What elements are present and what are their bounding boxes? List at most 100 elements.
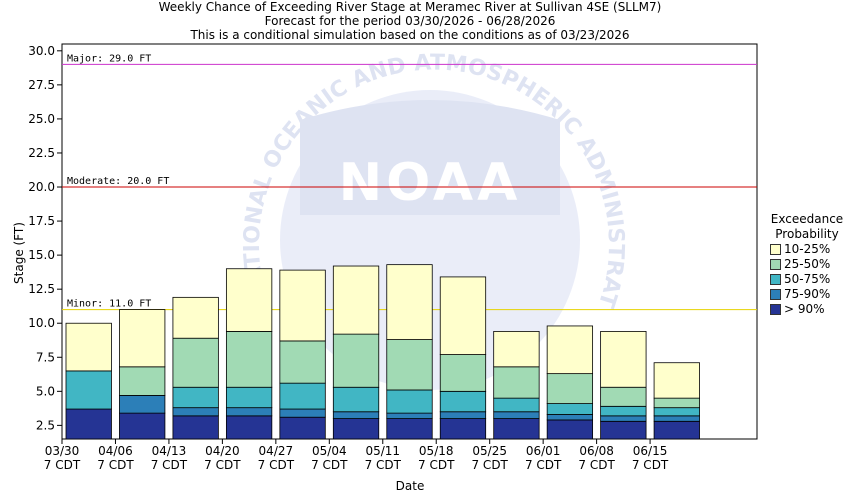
bar-week-04-27 (279, 269, 326, 440)
x-tick-label-time: 7 CDT (204, 458, 241, 472)
x-tick-label-date: 04/27 (259, 444, 294, 458)
legend-item: 25-50% (770, 257, 848, 272)
bar-segment (279, 269, 326, 342)
bar-segment (172, 386, 219, 409)
bar-week-06-01 (546, 325, 594, 440)
y-tick-label: 25.0 (28, 112, 55, 126)
x-axis-label: Date (395, 479, 425, 493)
y-tick-label: 27.5 (28, 78, 55, 92)
legend-label: 50-75% (784, 272, 831, 286)
bar-segment (225, 386, 273, 409)
bar-segment (65, 322, 112, 372)
bar-segment (332, 265, 380, 335)
bar-segment (439, 418, 487, 440)
bar-segment (386, 412, 433, 419)
legend-item: 50-75% (770, 272, 848, 287)
bar-segment (493, 330, 540, 368)
bar-segment (332, 386, 380, 413)
x-tick-label-date: 06/08 (579, 444, 614, 458)
bar-segment (493, 411, 540, 419)
bar-segment (600, 386, 647, 407)
bar-segment (653, 362, 700, 399)
bar-segment (225, 330, 273, 388)
bar-segment (386, 339, 433, 391)
bar-segment (600, 330, 647, 388)
y-tick-label: 22.5 (28, 146, 55, 160)
y-tick-label: 5.0 (36, 384, 55, 398)
threshold-label: Moderate: 20.0 FT (67, 176, 169, 187)
bar-segment (65, 408, 112, 440)
y-axis-label: Stage (FT) (12, 222, 26, 284)
bar-segment (439, 276, 487, 355)
x-tick-label-time: 7 CDT (151, 458, 188, 472)
bar-segment (653, 407, 700, 417)
bar-segment (279, 340, 326, 384)
x-tick-label-time: 7 CDT (471, 458, 508, 472)
bar-segment (119, 412, 166, 440)
bar-segment (493, 397, 540, 413)
x-tick-label-time: 7 CDT (97, 458, 134, 472)
x-tick-label-time: 7 CDT (44, 458, 81, 472)
x-tick-label-date: 05/25 (472, 444, 507, 458)
bar-segment (546, 325, 594, 375)
legend-item: > 90% (770, 302, 848, 317)
x-tick-label-date: 04/06 (98, 444, 133, 458)
bar-segment (119, 366, 166, 396)
chart-title: Weekly Chance of Exceeding River Stage a… (158, 0, 662, 14)
bar-week-04-06 (119, 309, 166, 440)
x-tick-label-date: 06/15 (633, 444, 668, 458)
bar-week-04-20 (225, 268, 273, 440)
bar-week-05-25 (493, 330, 540, 440)
bar-segment (439, 354, 487, 392)
bar-segment (546, 373, 594, 404)
bar-segment (332, 418, 380, 440)
x-tick-label-time: 7 CDT (632, 458, 669, 472)
bar-segment (600, 415, 647, 422)
bar-segment (439, 390, 487, 413)
bar-segment (546, 414, 594, 421)
bar-segment (493, 418, 540, 440)
legend-swatch (770, 274, 781, 285)
bar-segment (653, 415, 700, 422)
legend-swatch (770, 289, 781, 300)
bar-segment (653, 397, 700, 409)
bar-segment (279, 416, 326, 440)
y-tick-label: 17.5 (28, 214, 55, 228)
threshold-label: Major: 29.0 FT (67, 53, 151, 64)
x-tick-label-date: 05/04 (312, 444, 347, 458)
legend-swatch (770, 244, 781, 255)
chart-subtitle-conditions: This is a conditional simulation based o… (190, 28, 630, 42)
legend-item: 75-90% (770, 287, 848, 302)
y-tick-label: 7.5 (36, 350, 55, 364)
x-tick-label-time: 7 CDT (418, 458, 455, 472)
legend-title-line1: Exceedance (770, 212, 844, 226)
x-tick-label-time: 7 CDT (311, 458, 348, 472)
bar-week-05-18 (439, 276, 487, 440)
y-tick-label: 2.5 (36, 418, 55, 432)
y-tick-label: 20.0 (28, 180, 55, 194)
bar-segment (600, 405, 647, 417)
y-tick-label: 12.5 (28, 282, 55, 296)
bar-week-06-08 (600, 330, 647, 440)
x-tick-label-time: 7 CDT (258, 458, 295, 472)
bar-segment (172, 296, 219, 339)
legend-label: 75-90% (784, 287, 831, 301)
bar-week-03-30 (65, 322, 112, 440)
legend-item: 10-25% (770, 242, 848, 257)
x-tick-label-date: 05/18 (419, 444, 454, 458)
x-tick-label-time: 7 CDT (578, 458, 615, 472)
x-tick-label-time: 7 CDT (365, 458, 402, 472)
x-tick-label-date: 05/11 (365, 444, 400, 458)
bar-segment (386, 264, 433, 340)
legend: Exceedance Probability 10-25% 25-50% 50-75… (766, 212, 848, 317)
bar-segment (546, 403, 594, 415)
bar-segment (279, 408, 326, 418)
bar-segment (493, 366, 540, 399)
legend-title-line2: Probability (775, 227, 839, 241)
bar-segment (225, 415, 273, 440)
bar-segment (225, 268, 273, 332)
bar-week-06-15 (653, 362, 700, 440)
x-tick-label-date: 06/01 (526, 444, 561, 458)
bar-segment (279, 382, 326, 410)
y-tick-label: 10.0 (28, 316, 55, 330)
